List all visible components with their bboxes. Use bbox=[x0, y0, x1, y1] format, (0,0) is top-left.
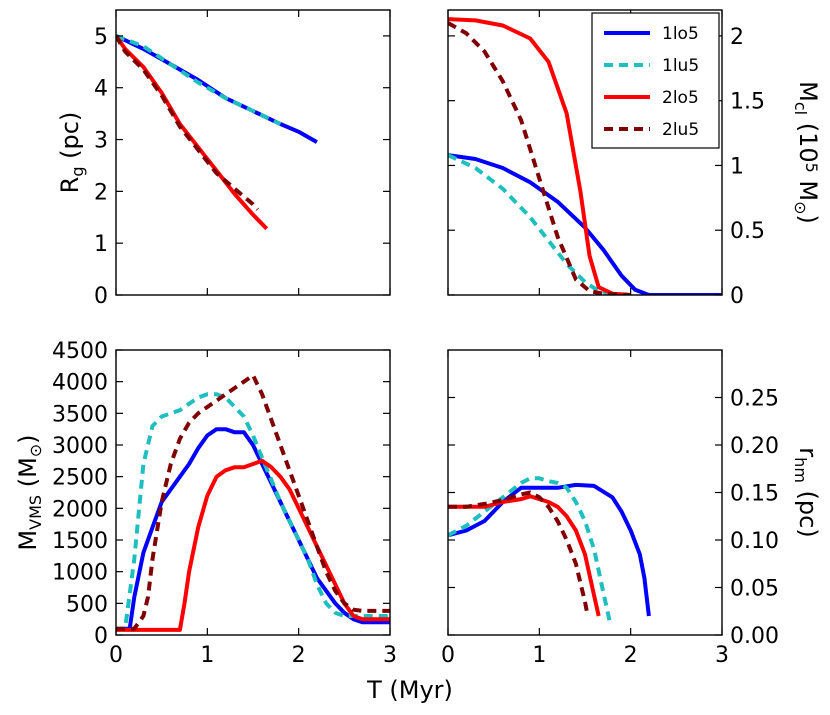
x-tick-label: 2 bbox=[292, 643, 306, 668]
legend-label-2lu5: 2lu5 bbox=[662, 120, 699, 140]
y-axis-label-part: M bbox=[794, 81, 822, 102]
y-tick-label: 1500 bbox=[52, 529, 108, 554]
y-tick-label: 4500 bbox=[52, 339, 108, 364]
y-tick-label: 3 bbox=[94, 129, 108, 154]
y-axis-label-part: (M bbox=[14, 457, 42, 487]
series-line-1lo5 bbox=[116, 427, 390, 631]
y-axis-label-part: M bbox=[14, 530, 42, 551]
y-tick-label: 1.5 bbox=[730, 90, 765, 115]
series-line-2lo5 bbox=[448, 17, 631, 295]
y-tick-label: 2500 bbox=[52, 466, 108, 491]
series-line-2lu5 bbox=[116, 34, 260, 211]
y-tick-label: 0.25 bbox=[730, 387, 779, 412]
y-axis-label-part: ) bbox=[14, 434, 42, 443]
x-tick-label: 3 bbox=[383, 643, 397, 668]
series-line-2lu5 bbox=[448, 490, 590, 617]
y-tick-label: 0.15 bbox=[730, 482, 779, 507]
legend-box bbox=[591, 12, 720, 149]
series-line-2lu5 bbox=[448, 21, 631, 295]
y-tick-label: 0.10 bbox=[730, 529, 779, 554]
y-tick-label: 3500 bbox=[52, 402, 108, 427]
y-axis-label: rhm (pc) bbox=[791, 447, 822, 537]
y-tick-label: 0 bbox=[94, 284, 108, 309]
y-tick-label: 0.5 bbox=[730, 219, 765, 244]
legend-label-2lo5: 2lo5 bbox=[662, 88, 699, 108]
y-tick-label: 4 bbox=[94, 77, 108, 102]
y-axis-label-part: cl bbox=[791, 102, 810, 115]
series-line-2lu5 bbox=[116, 373, 390, 631]
y-axis-label-part: ⊙ bbox=[26, 444, 45, 457]
y-axis-label-part: 5 bbox=[802, 163, 821, 173]
y-tick-label: 0.20 bbox=[730, 434, 779, 459]
y-axis-label-space bbox=[794, 115, 822, 123]
series-line-1lu5 bbox=[116, 34, 282, 126]
y-axis-label-part: g bbox=[68, 166, 87, 176]
y-tick-label: 2000 bbox=[52, 497, 108, 522]
x-tick-label: 3 bbox=[715, 643, 729, 668]
series-line-2lo5 bbox=[116, 458, 390, 632]
y-tick-label: 500 bbox=[66, 592, 108, 617]
series-line-2lo5 bbox=[448, 494, 601, 617]
plot-frame bbox=[447, 9, 723, 296]
y-axis-label-part: VMS bbox=[26, 495, 45, 530]
y-tick-label: 1 bbox=[94, 232, 108, 257]
x-tick-label: 1 bbox=[200, 643, 214, 668]
panel-rhm: 0 1 2 30.00 0.05 0.10 0.15 0.20 0.25 rhm (pc) bbox=[441, 349, 822, 668]
plot-frame bbox=[115, 349, 391, 636]
y-tick-label: 4000 bbox=[52, 371, 108, 396]
legend: 1lo5 1lu5 2lo5 2lu5 bbox=[591, 12, 720, 149]
y-axis-label-part: r bbox=[794, 447, 822, 457]
y-tick-label: 2 bbox=[730, 25, 744, 50]
y-axis-label-space bbox=[14, 487, 42, 495]
plot-frame bbox=[115, 9, 391, 296]
y-axis-label: MVMS (M⊙) bbox=[14, 434, 45, 550]
series-line-1lu5 bbox=[116, 392, 390, 631]
legend-label-1lu5: 1lu5 bbox=[662, 56, 699, 76]
y-axis-label-part: (10 bbox=[794, 123, 822, 163]
y-axis-label-part: ⊙ bbox=[791, 201, 810, 214]
x-tick-label: 0 bbox=[441, 643, 455, 668]
y-tick-label: 5 bbox=[94, 25, 108, 50]
panel-mvms: 0 1 2 3 0 500 1000 1500 2000 2500 3000 3500 4000 4500… bbox=[14, 339, 397, 668]
series-line-1lo5 bbox=[116, 34, 318, 144]
plot-frame bbox=[447, 349, 723, 636]
series-line-1lo5 bbox=[448, 482, 651, 617]
y-tick-label: 1 bbox=[730, 154, 744, 179]
y-axis-label-part: (pc) bbox=[56, 112, 84, 159]
y-tick-label: 1000 bbox=[52, 561, 108, 586]
legend-label-1lo5: 1lo5 bbox=[662, 24, 699, 44]
x-tick-label: 2 bbox=[624, 643, 638, 668]
x-axis-label: T (Myr) bbox=[366, 676, 453, 704]
y-tick-label: 0 bbox=[94, 624, 108, 649]
y-axis-label-part: ) bbox=[794, 215, 822, 224]
y-tick-label: 0.00 bbox=[730, 624, 779, 649]
y-tick-label: 0 bbox=[730, 284, 744, 309]
y-axis-label-part: hm bbox=[791, 457, 810, 483]
panel-rg: 0 1 2 3 4 5 Rg (pc) bbox=[56, 9, 391, 309]
y-axis-label-space bbox=[794, 483, 822, 491]
x-tick-label: 1 bbox=[532, 643, 546, 668]
y-tick-label: 0.05 bbox=[730, 577, 779, 602]
y-tick-label: 2 bbox=[94, 180, 108, 205]
x-tick-label: 0 bbox=[109, 643, 123, 668]
y-axis-label-space bbox=[56, 159, 84, 167]
y-axis-label: Mcl (105 M⊙) bbox=[791, 81, 822, 224]
y-tick-label: 3000 bbox=[52, 434, 108, 459]
y-axis-label: Rg (pc) bbox=[56, 112, 87, 194]
y-axis-label-part: M bbox=[794, 173, 822, 201]
y-axis-label-part: (pc) bbox=[794, 491, 822, 538]
y-axis-label-part: R bbox=[56, 177, 84, 194]
